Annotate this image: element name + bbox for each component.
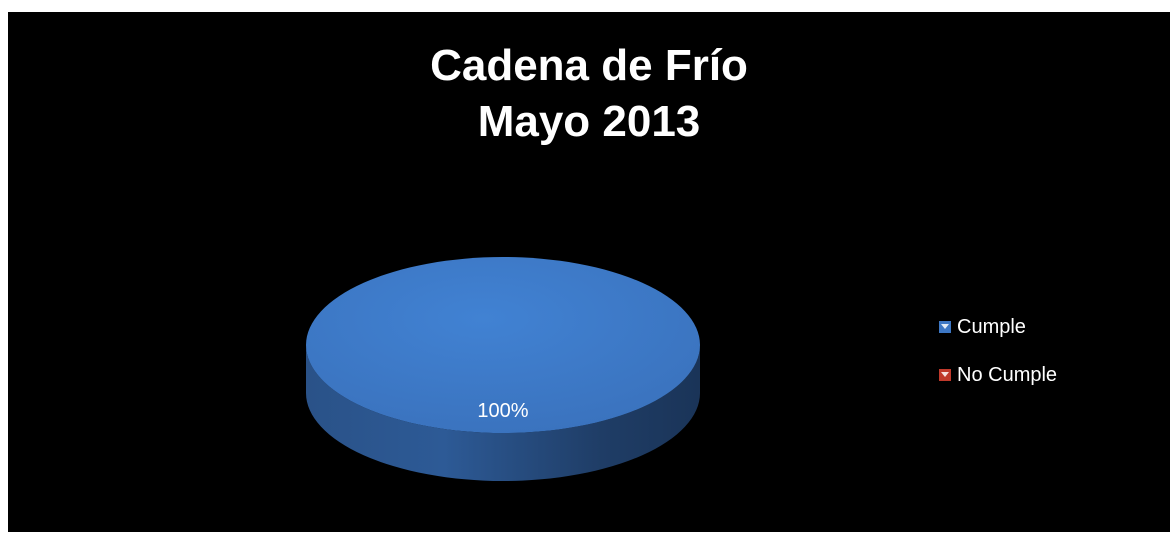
pie-slices	[306, 257, 700, 481]
legend: Cumple No Cumple	[939, 315, 1057, 411]
legend-item-no-cumple: No Cumple	[939, 363, 1057, 387]
legend-label-cumple: Cumple	[957, 315, 1026, 338]
chart-area: Cadena de Frío Mayo 2013 100% Cumple No	[8, 12, 1170, 532]
chart-title-line-2: Mayo 2013	[477, 97, 701, 146]
legend-swatch-cumple	[939, 321, 951, 333]
legend-item-cumple: Cumple	[939, 315, 1057, 339]
pie-chart: 100%	[306, 257, 700, 481]
pie-slice-cumple	[306, 257, 700, 433]
pie-slice-side-cumple	[306, 345, 700, 481]
data-label-cumple: 100%	[477, 400, 528, 422]
legend-swatch-no-cumple	[939, 369, 951, 381]
chart-title-line-1: Cadena de Frío	[430, 41, 748, 90]
legend-label-no-cumple: No Cumple	[957, 363, 1058, 386]
chart-title: Cadena de Frío Mayo 2013	[8, 38, 1170, 150]
